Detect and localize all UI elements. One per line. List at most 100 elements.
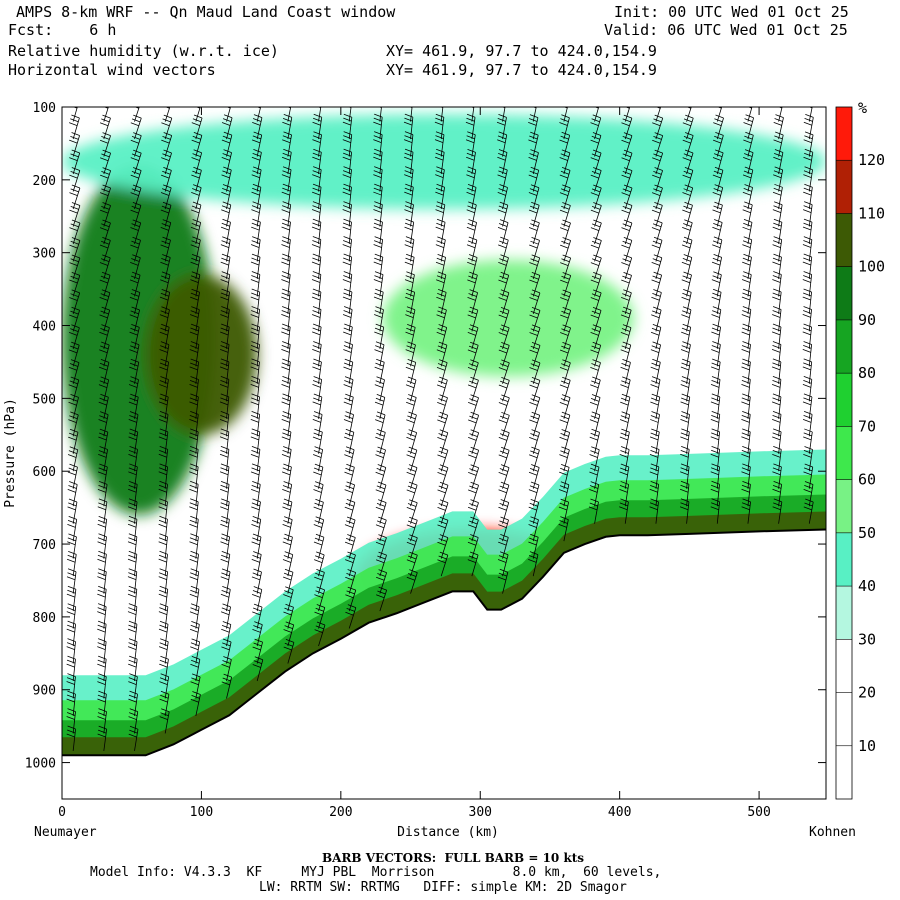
barb-flag xyxy=(621,244,630,249)
barb-flag xyxy=(711,463,720,468)
barb-flag xyxy=(681,261,691,266)
barb-flag xyxy=(742,174,752,179)
barb-flag xyxy=(499,520,508,525)
barb-shaft xyxy=(808,107,813,122)
barb-flag xyxy=(220,519,230,524)
barb-flag xyxy=(97,589,106,594)
barb-flag xyxy=(593,202,602,206)
wind-barb xyxy=(100,167,112,192)
barb-flag xyxy=(98,585,107,590)
barb-flag xyxy=(97,698,106,703)
barb-flag xyxy=(374,166,383,170)
wind-barb xyxy=(252,603,263,629)
barb-flag xyxy=(650,498,659,503)
wind-barb xyxy=(560,324,571,349)
barb-flag xyxy=(128,471,137,476)
barb-flag xyxy=(189,349,198,353)
barb-flag xyxy=(650,467,659,472)
barb-flag xyxy=(470,534,479,538)
wind-barb xyxy=(221,184,232,210)
barb-flag xyxy=(469,551,479,556)
wind-barb xyxy=(97,585,107,612)
wind-barb xyxy=(405,306,416,332)
barb-flag xyxy=(683,205,692,210)
barb-flag xyxy=(133,167,142,171)
barb-flag xyxy=(98,498,108,503)
barb-flag xyxy=(743,253,752,258)
barb-flag xyxy=(435,113,444,118)
wind-barb xyxy=(97,725,108,751)
barb-flag xyxy=(283,502,292,507)
barb-flag xyxy=(189,541,198,546)
wind-barb xyxy=(99,237,111,262)
barb-flag xyxy=(682,122,691,127)
barb-flag xyxy=(312,139,321,144)
wind-barb xyxy=(97,498,108,524)
barb-flag xyxy=(498,101,506,104)
barb-flag xyxy=(650,484,659,489)
barb-flag xyxy=(102,167,111,171)
barb-flag xyxy=(742,310,751,314)
barb-flag xyxy=(190,296,199,301)
barb-flag xyxy=(70,101,78,104)
barb-flag xyxy=(741,488,750,493)
wind-barb xyxy=(741,323,752,349)
barb-flag xyxy=(250,380,260,384)
barb-flag xyxy=(373,205,383,209)
wind-barb xyxy=(590,237,602,262)
barb-flag xyxy=(650,349,660,354)
wind-barb xyxy=(406,499,418,524)
barb-flag xyxy=(160,209,170,214)
barb-flag xyxy=(742,257,751,262)
wind-barb xyxy=(130,202,142,227)
barb-flag xyxy=(284,642,293,647)
barb-flag xyxy=(741,331,750,336)
barb-flag xyxy=(404,101,412,104)
wind-barb xyxy=(373,113,383,140)
wind-barb xyxy=(650,324,662,349)
barb-flag xyxy=(252,152,261,157)
barb-shaft xyxy=(655,107,662,122)
barb-flag xyxy=(684,101,692,104)
barb-flag xyxy=(345,411,354,416)
barb-flag xyxy=(593,167,602,171)
barb-flag xyxy=(345,594,354,599)
forecast-label: Fcst: 6 h xyxy=(8,22,116,39)
barb-flag xyxy=(343,166,352,170)
barb-flag xyxy=(374,275,383,279)
barb-flag xyxy=(622,359,631,363)
barb-flag xyxy=(622,293,631,297)
y-tick-label: 400 xyxy=(33,320,56,335)
barb-flag xyxy=(221,533,230,538)
barb-flag xyxy=(373,209,382,213)
barb-flag xyxy=(129,349,138,353)
wind-barb xyxy=(559,376,571,402)
barb-flag xyxy=(69,380,78,385)
barb-flag xyxy=(315,516,324,521)
barb-flag xyxy=(712,323,721,328)
barb-flag xyxy=(803,306,812,310)
barb-flag xyxy=(189,401,198,406)
barb-flag xyxy=(98,401,107,406)
barb-flag xyxy=(192,118,202,123)
barb-flag xyxy=(468,402,477,406)
barb-flag xyxy=(98,454,107,458)
barb-flag xyxy=(373,174,382,178)
barb-flag xyxy=(377,429,386,433)
barb-flag xyxy=(437,310,446,315)
barb-flag xyxy=(189,449,198,454)
barb-flag xyxy=(222,118,232,123)
barb-flag xyxy=(591,446,600,451)
barb-flag xyxy=(438,289,447,293)
barb-flag xyxy=(680,484,689,489)
barb-flag xyxy=(189,467,198,472)
barb-flag xyxy=(251,376,260,380)
barb-flag xyxy=(282,576,292,581)
barb-flag xyxy=(192,170,201,175)
barb-flag xyxy=(250,397,260,402)
barb-flag xyxy=(189,519,198,524)
barb-flag xyxy=(313,524,322,528)
barb-flag xyxy=(404,174,413,178)
barb-flag xyxy=(467,222,476,227)
barb-flag xyxy=(621,393,631,398)
